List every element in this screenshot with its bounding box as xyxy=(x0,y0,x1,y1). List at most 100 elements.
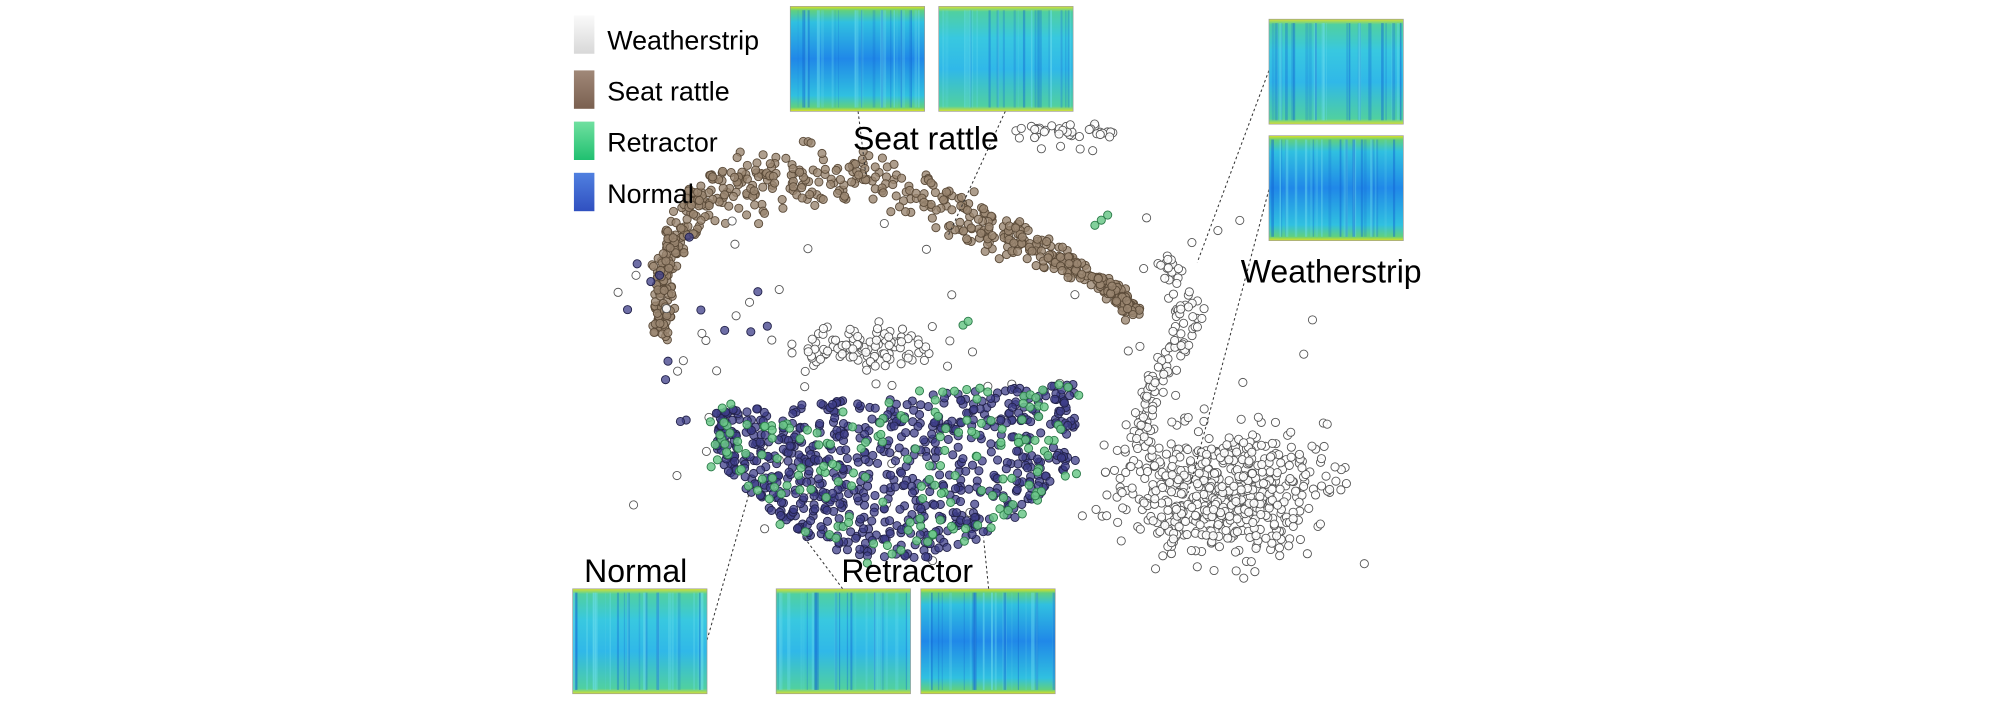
point xyxy=(744,297,755,307)
point xyxy=(973,214,983,224)
spectrogram-stripe xyxy=(1363,139,1367,237)
spectrogram-stripe xyxy=(831,10,834,108)
point xyxy=(742,420,752,430)
point xyxy=(997,424,1007,434)
point xyxy=(1001,464,1011,474)
point xyxy=(1016,123,1026,133)
point xyxy=(862,558,872,568)
point xyxy=(972,451,982,461)
point xyxy=(822,505,832,515)
spectrogram-stripe xyxy=(1392,23,1396,121)
point xyxy=(885,448,895,458)
point xyxy=(775,519,785,529)
point xyxy=(914,339,924,349)
spectrogram-stripe xyxy=(1358,23,1362,121)
point xyxy=(1056,424,1066,434)
point xyxy=(668,233,678,243)
point xyxy=(1185,456,1196,466)
point xyxy=(1026,417,1036,427)
spectrogram-stripe xyxy=(1321,139,1323,237)
point xyxy=(1116,536,1126,546)
spectrogram-stripe xyxy=(1022,10,1026,108)
point xyxy=(856,443,866,453)
spectrogram-stripe xyxy=(1343,139,1347,237)
point xyxy=(927,321,937,332)
point xyxy=(1059,398,1069,408)
spectrogram-stripe xyxy=(1313,23,1317,121)
point xyxy=(868,194,878,204)
point xyxy=(814,177,824,187)
spectrogram-stripe xyxy=(895,592,899,690)
point xyxy=(826,179,836,189)
point xyxy=(667,289,677,299)
point xyxy=(1285,474,1295,484)
point xyxy=(752,456,762,466)
point xyxy=(777,195,787,205)
point xyxy=(1017,232,1027,242)
point xyxy=(1155,527,1165,537)
point xyxy=(848,422,858,432)
spectrogram-stripe xyxy=(1052,592,1056,690)
point xyxy=(812,168,822,178)
spectrogram-stripe xyxy=(1309,23,1312,121)
spectrogram-stripe xyxy=(976,10,978,108)
spectrogram-stripe xyxy=(1381,23,1384,121)
point xyxy=(949,386,960,396)
spectrogram-stripe xyxy=(592,592,594,690)
point xyxy=(730,239,740,249)
spectrogram-stripe xyxy=(931,592,933,690)
point xyxy=(903,454,913,464)
point xyxy=(890,456,901,466)
point xyxy=(725,428,735,438)
point xyxy=(1064,259,1074,269)
point xyxy=(916,481,926,491)
point xyxy=(940,445,950,455)
spectrogram-stripe xyxy=(1346,23,1349,121)
point xyxy=(694,196,704,206)
point xyxy=(749,186,759,196)
spectrogram-stripe xyxy=(900,10,902,108)
cluster-label: Retractor xyxy=(841,553,973,589)
point xyxy=(1316,454,1326,464)
spectrogram-stripe xyxy=(1061,10,1063,108)
spectrogram-stripe xyxy=(1312,139,1315,237)
point xyxy=(1193,427,1203,437)
point xyxy=(1192,562,1202,572)
point xyxy=(682,214,692,224)
point xyxy=(807,334,817,344)
point xyxy=(1135,524,1145,534)
point xyxy=(895,202,905,212)
point xyxy=(1115,473,1125,484)
point xyxy=(1195,520,1205,530)
point xyxy=(1244,507,1254,517)
point xyxy=(1139,264,1149,274)
point xyxy=(722,447,732,457)
point xyxy=(1042,236,1052,247)
point xyxy=(1238,472,1248,482)
point xyxy=(1171,504,1181,514)
point xyxy=(897,324,908,334)
point xyxy=(1183,444,1193,455)
point xyxy=(1139,498,1149,508)
spectrogram-stripe xyxy=(1277,23,1279,121)
point xyxy=(757,474,768,484)
spectrogram-stripe xyxy=(1065,10,1067,108)
point xyxy=(966,223,976,233)
point xyxy=(972,394,982,404)
spectrogram-stripe xyxy=(1011,592,1013,690)
point xyxy=(1219,448,1229,458)
spectrogram-bg xyxy=(920,588,1056,694)
point xyxy=(887,380,897,390)
point xyxy=(853,493,863,503)
point xyxy=(1159,369,1169,379)
spectrogram-stripe xyxy=(1279,139,1281,237)
spectrogram-stripe xyxy=(1348,23,1351,121)
point xyxy=(1133,443,1143,454)
point xyxy=(1163,505,1173,515)
point xyxy=(977,485,987,496)
point xyxy=(1117,488,1127,498)
point xyxy=(1213,225,1223,236)
point xyxy=(853,331,863,342)
spectrogram-stripe xyxy=(988,10,991,108)
